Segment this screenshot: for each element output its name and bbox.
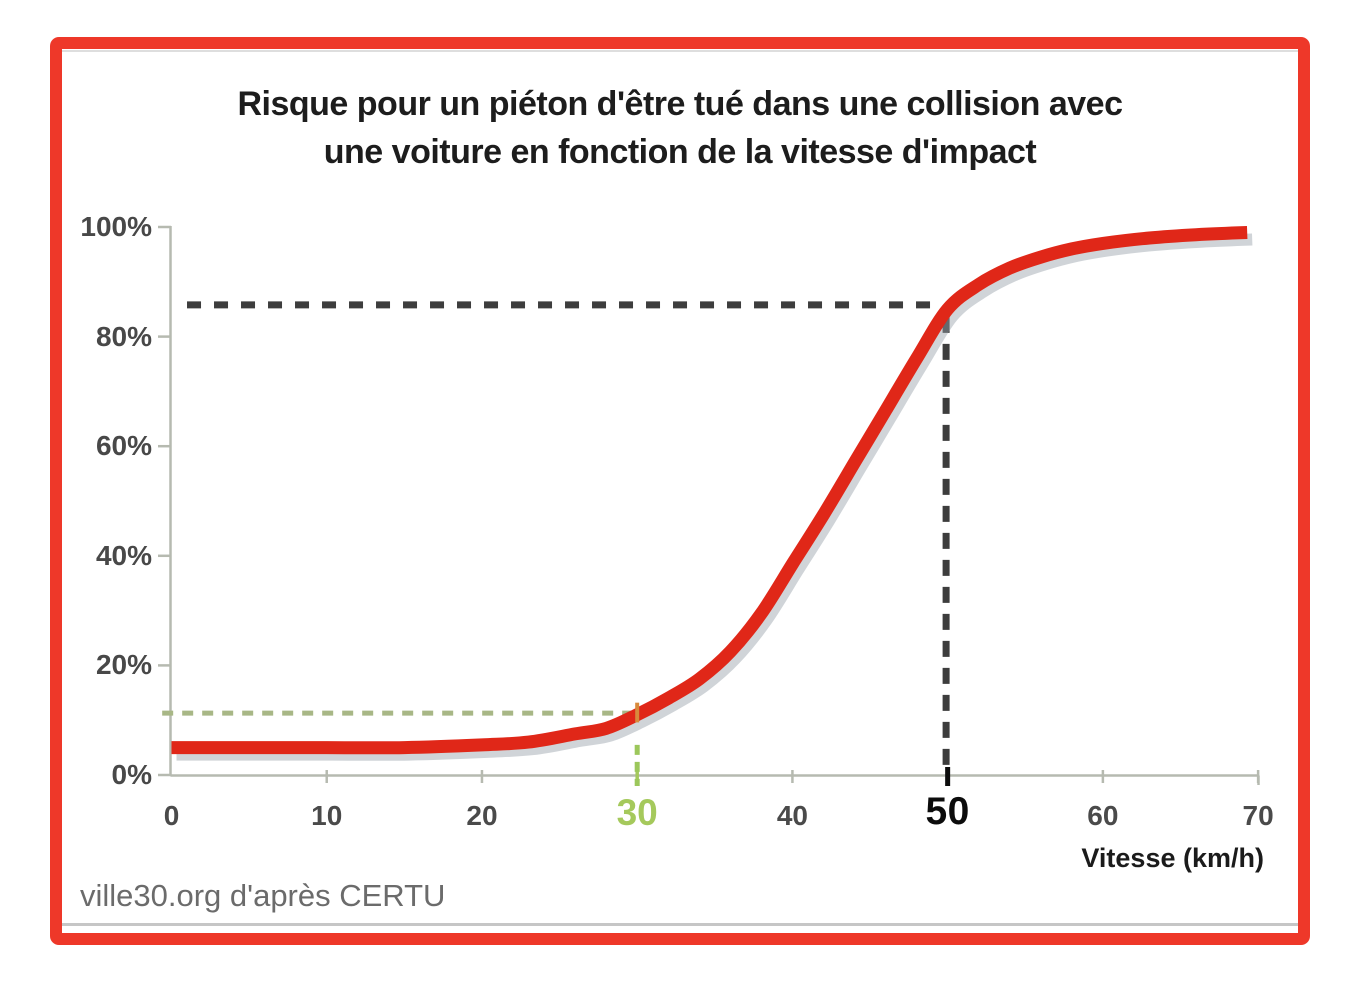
chart-title: Risque pour un piéton d'être tué dans un… [62,80,1298,176]
x-tick-label-0: 0 [163,800,180,831]
x-tick-label-60: 60 [1087,800,1119,831]
x-axis-title: Vitesse (km/h) [1081,843,1264,873]
top-hairline [62,50,1298,52]
y-tick-label-40: 40% [95,539,152,571]
chart-frame [50,37,1310,945]
x-tick-label-40: 40 [776,800,808,831]
y-tick-label-80: 80% [95,320,152,352]
x-tick-label-20: 20 [466,800,498,831]
chart-title-line2: une voiture en fonction de la vitesse d'… [323,133,1037,171]
x-tick-label-30: 30 [616,792,658,833]
x-tick-label-70: 70 [1242,800,1274,831]
bottom-hairline [62,923,1298,926]
risk-curve [171,226,1248,755]
chart-title-line1: Risque pour un piéton d'être tué dans un… [237,85,1123,123]
y-tick-label-0: 0% [111,759,152,790]
x-tick-label-10: 10 [311,800,343,831]
x-tick-label-50: 50 [925,790,970,833]
y-tick-label-20: 20% [95,649,152,681]
y-tick-label-60: 60% [95,430,152,462]
risk-curve-shadow [176,233,1253,761]
source-attribution: ville30.org d'après CERTU [80,878,446,913]
y-tick-label-100: 100% [80,211,152,242]
